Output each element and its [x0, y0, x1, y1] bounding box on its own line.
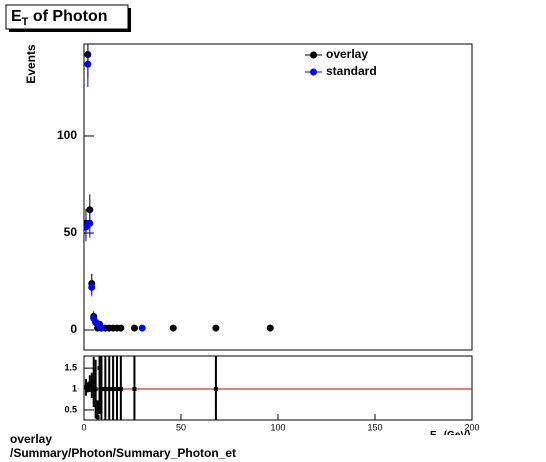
plot-area: [84, 44, 274, 332]
data-point: [117, 324, 125, 332]
data-point: [86, 219, 94, 227]
y-axis-label: Events: [24, 44, 38, 84]
data-point: [212, 324, 220, 332]
data-point: [266, 324, 274, 332]
data-point: [132, 387, 137, 392]
x-tick-label: 0: [81, 422, 86, 432]
x-label-sub: T: [437, 435, 442, 442]
footer-line: /Summary/Photon/Summary_Photon_et: [10, 446, 236, 460]
data-point: [118, 387, 123, 392]
y-tick-label: 1: [72, 383, 77, 393]
legend-marker: [310, 51, 317, 59]
title-sub: T: [22, 16, 29, 28]
y-tick-label: 50: [64, 225, 78, 239]
y-tick-label: 0: [70, 322, 77, 336]
x-axis-label: ET (GeV): [430, 430, 470, 442]
data-point: [97, 366, 102, 371]
data-point: [114, 387, 119, 392]
x-label-clip: ET (GeV): [430, 430, 470, 442]
chart-title: ET of Photon: [11, 8, 108, 28]
data-point: [169, 324, 177, 332]
x-tick-label: 200: [464, 422, 479, 432]
x-tick-label: 50: [176, 422, 186, 432]
y-tick-label: 100: [57, 128, 77, 142]
title-main: E: [11, 8, 22, 25]
data-point: [99, 387, 104, 392]
data-point: [138, 324, 146, 332]
y-tick-label: 1.5: [64, 363, 77, 373]
plot-area: [84, 356, 472, 420]
title-rest: of Photon: [28, 8, 107, 25]
y-tick-label: 0.5: [64, 404, 77, 414]
x-tick-label: 150: [367, 422, 382, 432]
data-point: [130, 324, 138, 332]
data-point: [95, 415, 100, 420]
x-label-rest: (GeV): [441, 430, 470, 441]
data-point: [103, 387, 108, 392]
data-point: [213, 387, 218, 392]
main-frame: [83, 43, 473, 351]
footer-line: overlay: [10, 432, 52, 446]
legend-marker: [310, 68, 317, 76]
data-point: [111, 387, 116, 392]
data-point: [97, 324, 105, 332]
data-point: [89, 383, 94, 388]
ratio-frame: [83, 355, 473, 421]
data-point: [91, 379, 96, 384]
data-point: [107, 387, 112, 392]
x-tick-label: 100: [270, 422, 285, 432]
legend-label: overlay: [326, 47, 368, 61]
data-point: [93, 387, 98, 392]
legend-label: standard: [326, 64, 377, 78]
data-point: [88, 283, 96, 291]
x-label-main: E: [430, 430, 437, 441]
title-box: [5, 4, 129, 30]
data-point: [85, 385, 90, 390]
data-point: [84, 60, 92, 68]
